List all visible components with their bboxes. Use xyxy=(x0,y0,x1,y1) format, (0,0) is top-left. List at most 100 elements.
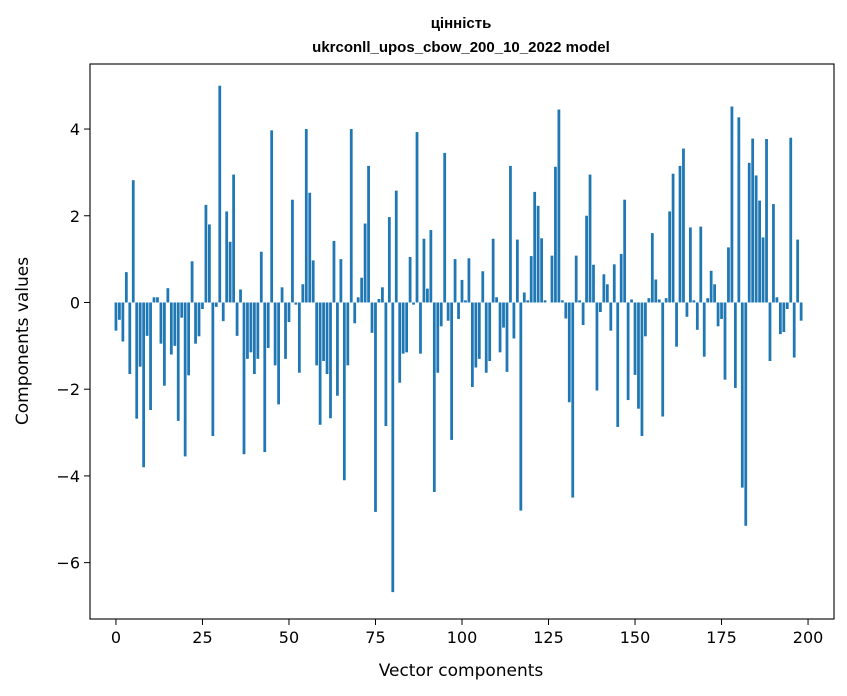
bar xyxy=(297,302,301,373)
bar xyxy=(401,302,405,354)
y-tick-label: 4 xyxy=(70,120,80,139)
bar xyxy=(754,175,758,303)
bar xyxy=(723,302,727,380)
bar xyxy=(291,199,294,303)
bar xyxy=(758,200,761,303)
bar xyxy=(775,297,779,303)
bar xyxy=(692,300,696,303)
bar xyxy=(599,302,602,313)
bar xyxy=(259,251,263,303)
bar xyxy=(183,302,187,457)
bar xyxy=(221,302,225,322)
bar xyxy=(464,300,467,303)
bar xyxy=(429,230,433,303)
bar xyxy=(761,237,765,303)
bar xyxy=(325,302,329,375)
bar xyxy=(387,217,391,303)
bar xyxy=(457,302,460,319)
bar xyxy=(142,302,146,468)
bar xyxy=(778,302,782,335)
bar xyxy=(685,302,689,317)
bar xyxy=(315,302,319,366)
bar xyxy=(605,284,609,303)
bar xyxy=(166,288,170,303)
bar xyxy=(301,284,305,303)
bar xyxy=(689,227,692,303)
bar xyxy=(481,271,485,303)
bar xyxy=(190,261,194,303)
bar xyxy=(159,302,163,344)
x-tick-label: 100 xyxy=(447,628,478,647)
bar xyxy=(415,132,419,303)
bar xyxy=(453,259,457,303)
bar xyxy=(560,300,564,303)
bar xyxy=(419,302,422,354)
bar xyxy=(124,272,128,303)
bar xyxy=(156,297,159,303)
bar xyxy=(135,302,139,419)
bar xyxy=(381,287,384,303)
bar xyxy=(630,299,633,303)
bar xyxy=(509,165,512,303)
bar xyxy=(578,300,582,303)
x-tick-label: 175 xyxy=(706,628,737,647)
y-axis: 4 2 0 −2 −4 −6 xyxy=(56,120,90,573)
y-tick-label: 2 xyxy=(70,207,80,226)
bar xyxy=(128,302,132,375)
bar xyxy=(768,302,772,362)
y-tick-label: −2 xyxy=(56,380,80,399)
bar xyxy=(647,298,651,303)
bar xyxy=(114,302,118,331)
bar xyxy=(526,300,530,303)
bar xyxy=(661,302,665,417)
bar xyxy=(384,302,388,427)
bar xyxy=(194,302,197,344)
bar xyxy=(214,302,218,307)
bar xyxy=(730,106,734,303)
bar xyxy=(284,302,287,359)
bar xyxy=(394,190,398,303)
bar xyxy=(280,287,284,303)
bar xyxy=(626,302,630,401)
bar xyxy=(204,204,208,303)
bar xyxy=(491,238,495,303)
bar xyxy=(733,302,737,388)
bar xyxy=(439,302,443,327)
bar xyxy=(277,302,280,405)
bar xyxy=(436,302,440,373)
bar xyxy=(706,298,710,303)
bar xyxy=(460,279,464,303)
y-tick-label: −6 xyxy=(56,554,80,573)
bar xyxy=(422,238,426,303)
bar xyxy=(176,302,180,421)
bar xyxy=(678,165,682,303)
bar xyxy=(239,289,242,303)
bar xyxy=(799,302,803,321)
bar xyxy=(294,302,298,305)
bar-series xyxy=(114,85,803,593)
bar xyxy=(619,253,623,303)
bar xyxy=(356,297,360,303)
bar xyxy=(644,302,647,337)
bar xyxy=(235,302,239,336)
bar xyxy=(270,130,274,303)
bar xyxy=(668,211,672,303)
bar xyxy=(792,302,796,358)
bar xyxy=(682,148,685,303)
bar xyxy=(322,302,325,362)
bar xyxy=(346,302,350,366)
bar xyxy=(228,241,232,303)
bar xyxy=(169,302,173,355)
bar xyxy=(246,302,249,359)
bar xyxy=(765,139,768,303)
bar xyxy=(242,302,246,455)
bar xyxy=(609,302,613,331)
bar xyxy=(187,302,191,376)
bar xyxy=(574,255,578,303)
bar xyxy=(612,264,616,303)
bar xyxy=(554,166,557,303)
bar xyxy=(695,302,699,330)
x-tick-label: 75 xyxy=(365,628,385,647)
bar xyxy=(329,302,332,419)
bar xyxy=(180,302,184,318)
